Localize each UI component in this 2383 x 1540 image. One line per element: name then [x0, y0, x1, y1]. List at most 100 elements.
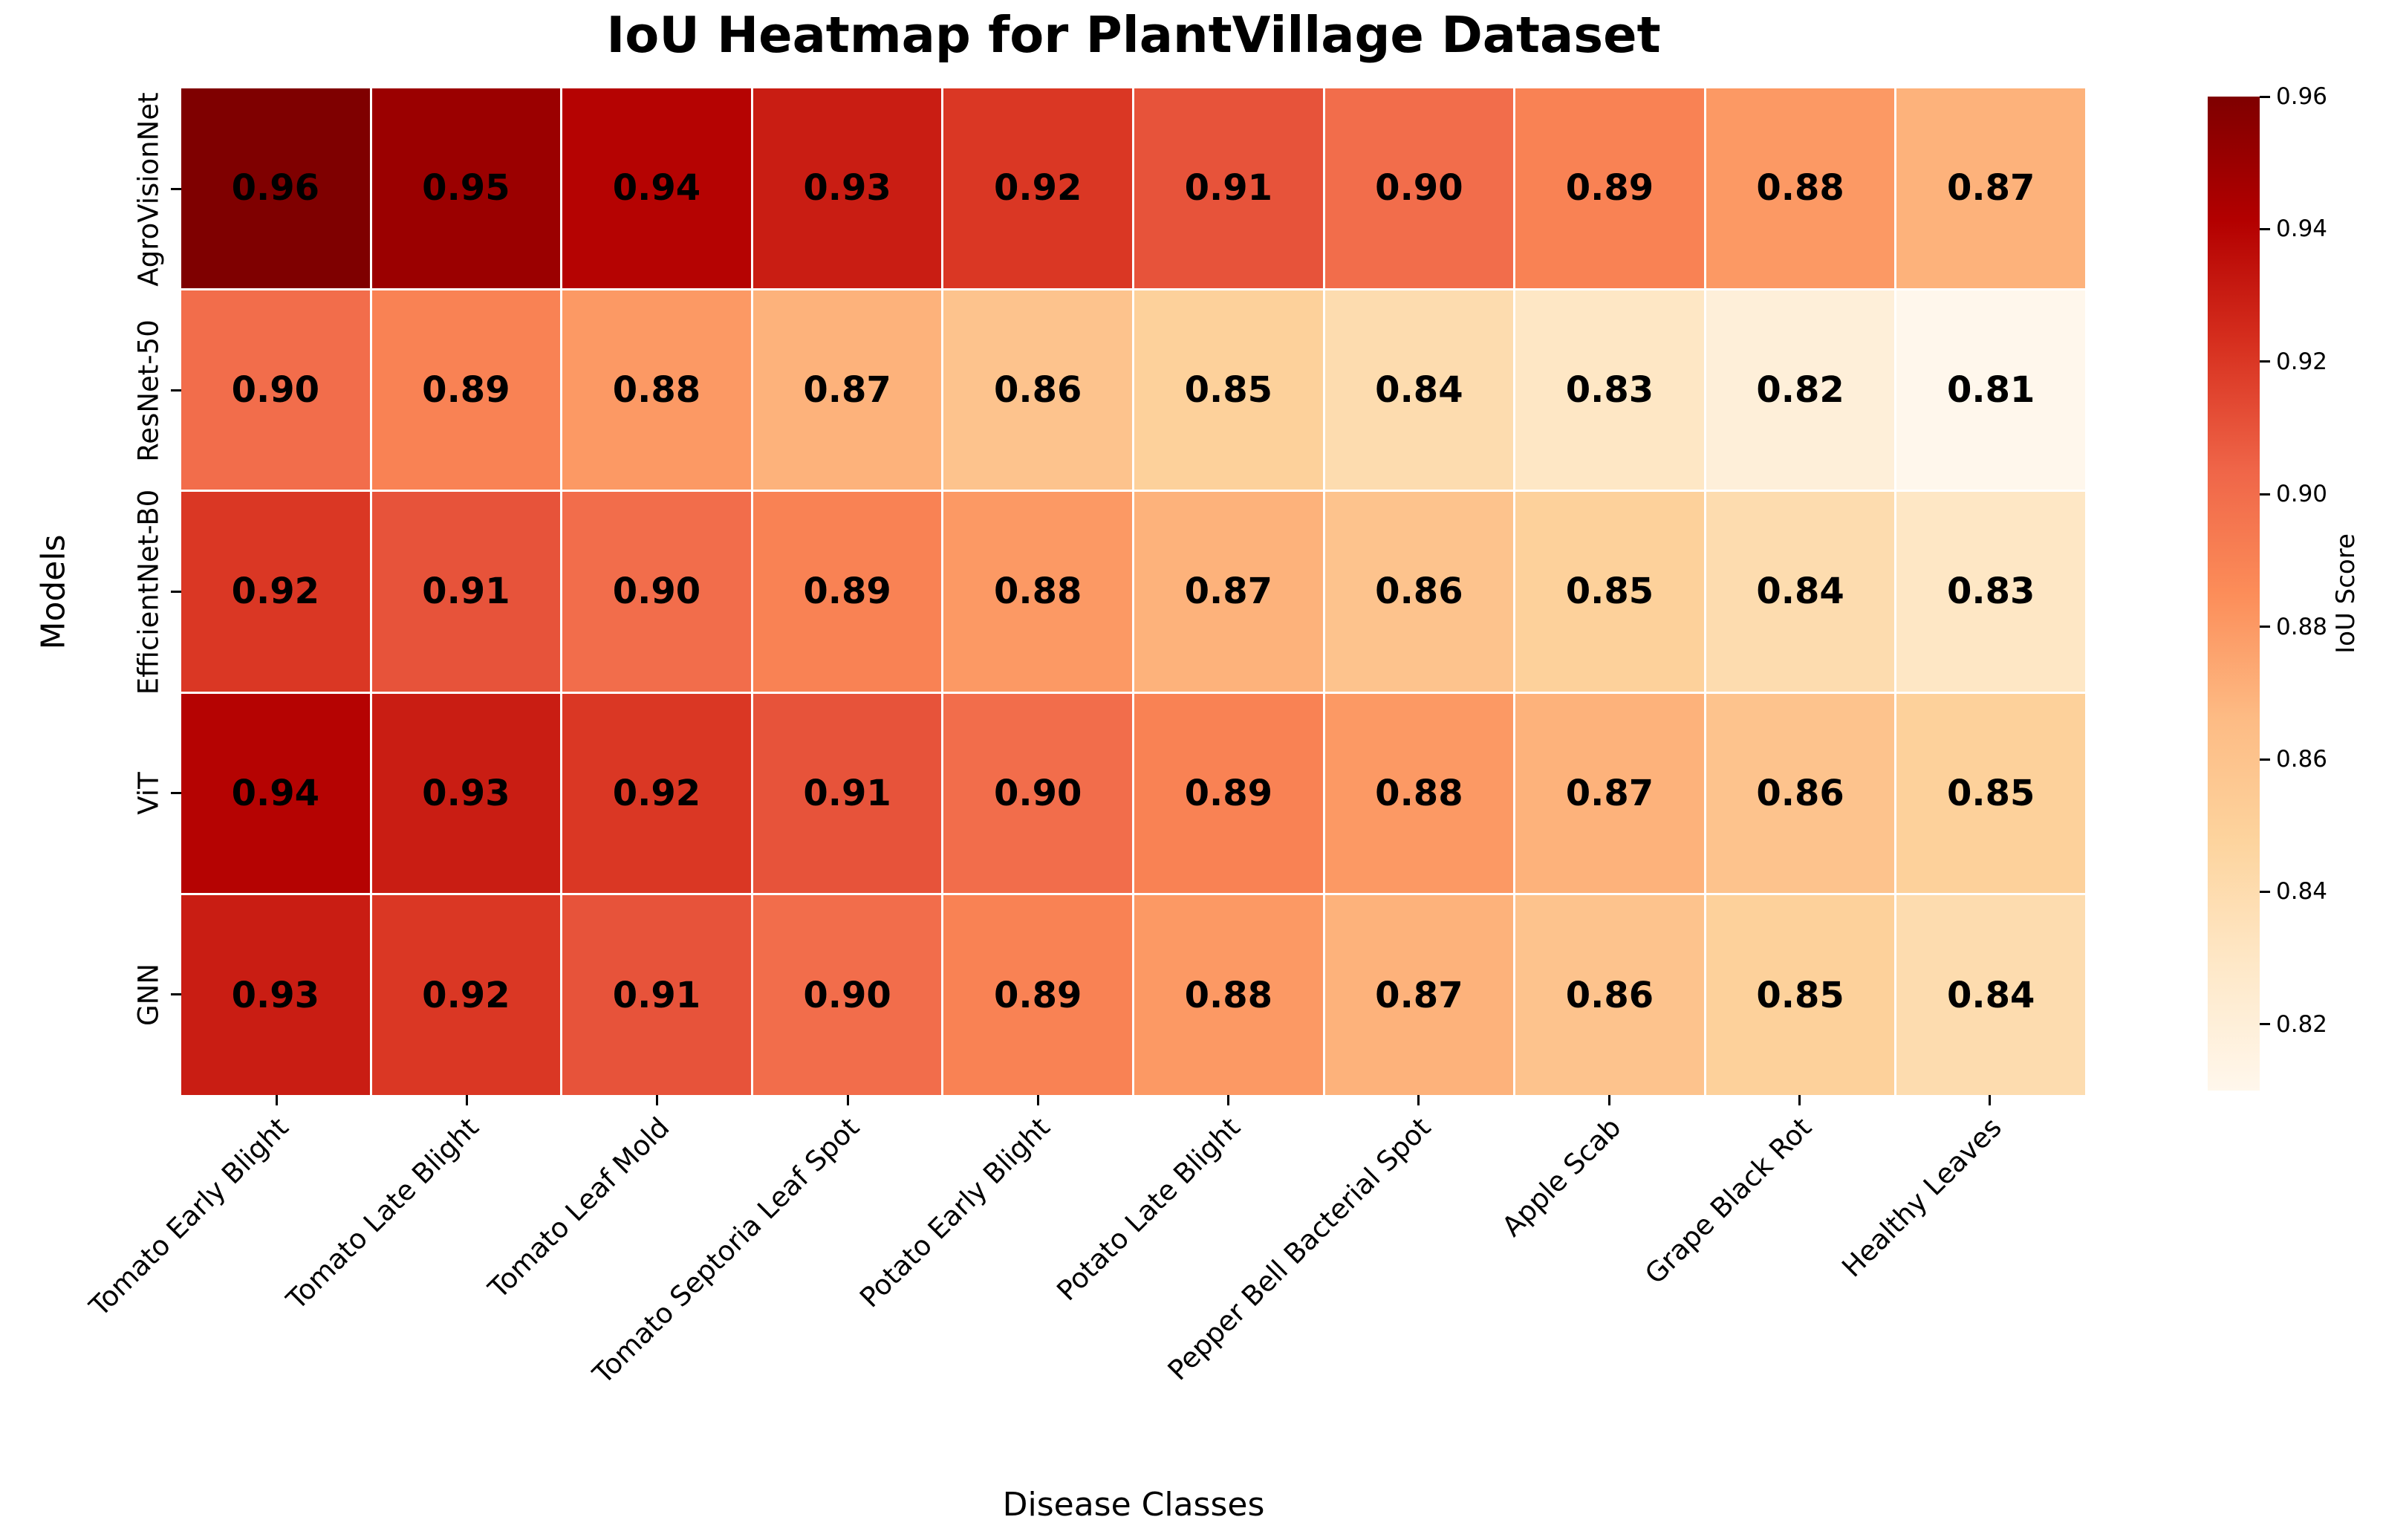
heatmap-cell: 0.84	[1706, 492, 1895, 692]
y-axis-label: Models	[34, 534, 73, 650]
cell-value: 0.85	[1946, 773, 2035, 815]
heatmap-cell: 0.94	[181, 693, 370, 894]
heatmap-cell: 0.83	[1896, 492, 2085, 692]
cell-value: 0.86	[1375, 571, 1463, 613]
cell-value: 0.88	[993, 571, 1082, 613]
heatmap-cell: 0.84	[1896, 895, 2085, 1095]
y-tick-label: ViT	[132, 771, 165, 815]
cell-value: 0.82	[1756, 368, 1844, 411]
heatmap-cell: 0.94	[562, 88, 751, 288]
heatmap-cell: 0.92	[943, 88, 1132, 288]
x-tick-label: Potato Early Blight	[854, 1111, 1056, 1314]
cell-value: 0.90	[612, 571, 701, 613]
cell-value: 0.94	[612, 167, 701, 209]
cell-value: 0.85	[1565, 571, 1654, 613]
y-tick-mark	[171, 993, 181, 995]
colorbar-gradient	[2208, 97, 2260, 1091]
cell-value: 0.87	[803, 368, 891, 411]
x-tick-mark	[846, 1095, 849, 1105]
heatmap-cell: 0.87	[1324, 895, 1514, 1095]
cell-value: 0.87	[1946, 167, 2035, 209]
colorbar-tick-mark	[2260, 95, 2270, 98]
y-tick-mark	[171, 389, 181, 392]
cell-value: 0.92	[612, 773, 701, 815]
heatmap-cell: 0.92	[562, 693, 751, 894]
heatmap-cell: 0.85	[1515, 492, 1704, 692]
heatmap-cell: 0.83	[1515, 290, 1704, 490]
cell-value: 0.84	[1375, 368, 1463, 411]
cell-value: 0.89	[1565, 167, 1654, 209]
heatmap-cell: 0.93	[181, 895, 370, 1095]
heatmap-cell: 0.86	[1324, 492, 1514, 692]
heatmap-cell: 0.93	[752, 88, 942, 288]
cell-value: 0.92	[993, 167, 1082, 209]
heatmap-cell: 0.91	[371, 492, 561, 692]
y-tick-mark	[171, 188, 181, 190]
cell-value: 0.86	[993, 368, 1082, 411]
heatmap-cell: 0.85	[1706, 895, 1895, 1095]
x-tick-label: Healthy Leaves	[1836, 1111, 2009, 1284]
x-tick-mark	[1798, 1095, 1801, 1105]
x-tick-mark	[1989, 1095, 1992, 1105]
colorbar-tick-mark	[2260, 227, 2270, 230]
cell-value: 0.90	[1375, 167, 1463, 209]
cell-value: 0.90	[231, 368, 320, 411]
heatmap-cell: 0.95	[371, 88, 561, 288]
heatmap-cell: 0.90	[943, 693, 1132, 894]
heatmap-cell: 0.96	[181, 88, 370, 288]
x-tick-mark	[465, 1095, 468, 1105]
heatmap-cell: 0.92	[371, 895, 561, 1095]
heatmap-cell: 0.90	[562, 492, 751, 692]
x-tick-label: Tomato Leaf Mold	[481, 1111, 676, 1305]
cell-value: 0.90	[803, 974, 891, 1016]
cell-value: 0.89	[422, 368, 510, 411]
heatmap-grid: 0.96 0.95 0.94 0.93 0.92 0.91 0.90 0.89 0.88 0.87…	[181, 88, 2085, 1095]
cell-value: 0.92	[231, 571, 320, 613]
heatmap-cell: 0.87	[1896, 88, 2085, 288]
cell-value: 0.88	[612, 368, 701, 411]
heatmap-cell: 0.88	[1706, 88, 1895, 288]
cell-value: 0.86	[1565, 974, 1654, 1016]
x-tick-mark	[656, 1095, 659, 1105]
heatmap-cell: 0.86	[943, 290, 1132, 490]
colorbar-tick-mark	[2260, 493, 2270, 496]
y-tick-label: GNN	[132, 963, 165, 1026]
heatmap-cell: 0.93	[371, 693, 561, 894]
cell-value: 0.85	[1756, 974, 1844, 1016]
cell-value: 0.96	[231, 167, 320, 209]
heatmap-cell: 0.89	[752, 492, 942, 692]
cell-value: 0.84	[1756, 571, 1844, 613]
cell-value: 0.91	[612, 974, 701, 1016]
colorbar-tick-mark	[2260, 626, 2270, 628]
cell-value: 0.91	[803, 773, 891, 815]
heatmap-cell: 0.88	[1324, 693, 1514, 894]
cell-value: 0.87	[1184, 571, 1273, 613]
cell-value: 0.89	[993, 974, 1082, 1016]
heatmap-cell: 0.91	[562, 895, 751, 1095]
cell-value: 0.94	[231, 773, 320, 815]
heatmap-cell: 0.86	[1515, 895, 1704, 1095]
heatmap-cell: 0.91	[752, 693, 942, 894]
cell-value: 0.92	[422, 974, 510, 1016]
cell-value: 0.87	[1375, 974, 1463, 1016]
x-tick-label: Tomato Early Blight	[83, 1111, 295, 1323]
colorbar-tick-label: 0.82	[2276, 1010, 2328, 1038]
heatmap-cell: 0.92	[181, 492, 370, 692]
heatmap-cell: 0.85	[1134, 290, 1323, 490]
y-tick-label: AgroVisionNet	[132, 91, 165, 287]
colorbar-tick-label: 0.94	[2276, 215, 2328, 243]
x-tick-mark	[1607, 1095, 1610, 1105]
colorbar-tick-mark	[2260, 360, 2270, 363]
heatmap-cell: 0.87	[752, 290, 942, 490]
x-tick-label: Grape Black Rot	[1639, 1111, 1818, 1290]
y-tick-label: ResNet-50	[132, 319, 165, 462]
heatmap-cell: 0.87	[1515, 693, 1704, 894]
cell-value: 0.81	[1946, 368, 2035, 411]
heatmap-cell: 0.88	[1134, 895, 1323, 1095]
x-tick-mark	[275, 1095, 278, 1105]
x-tick-label: Tomato Late Blight	[280, 1111, 485, 1316]
cell-value: 0.88	[1756, 167, 1844, 209]
cell-value: 0.83	[1565, 368, 1654, 411]
y-tick-mark	[171, 792, 181, 794]
